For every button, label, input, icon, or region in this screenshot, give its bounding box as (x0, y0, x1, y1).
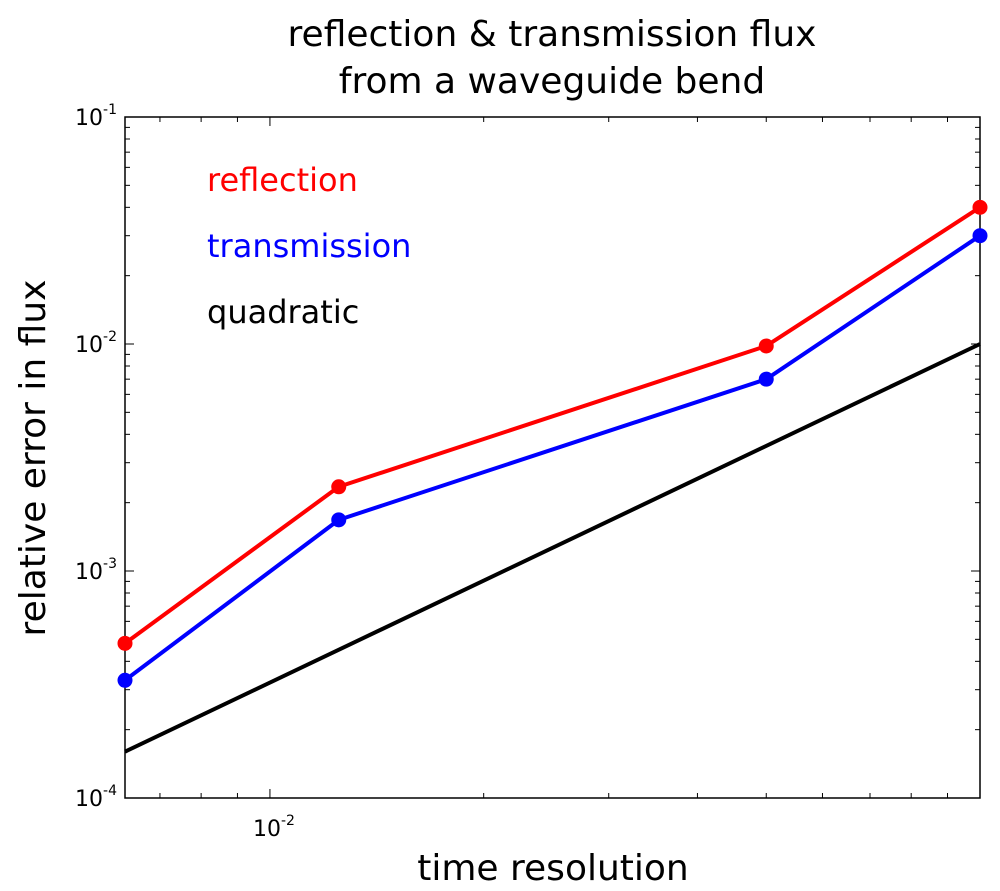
data-point-reflection (758, 338, 774, 354)
series-line-transmission (123, 234, 982, 682)
legend-entry-transmission: transmission (207, 227, 411, 265)
y-tick-label: 10-2 (75, 329, 117, 358)
x-axis-label: time resolution (417, 848, 689, 889)
data-point-reflection (117, 635, 133, 651)
axis-tick-labels: 10-4 10-3 10-2 10-1 10-2 (75, 102, 295, 842)
legend-entry-quadratic: quadratic (207, 293, 359, 331)
chart-title-line-1: reflection & transmission flux (288, 14, 817, 55)
y-tick-label: 10-3 (75, 556, 117, 585)
axis-ticks (125, 117, 980, 799)
data-point-transmission (331, 512, 347, 528)
chart-title-line-2: from a waveguide bend (339, 61, 765, 102)
series-line-quadratic (124, 342, 981, 754)
series-line-reflection (123, 205, 982, 645)
data-point-transmission (972, 228, 988, 244)
y-tick-label: 10-4 (75, 783, 117, 812)
y-axis-label: relative error in flux (13, 280, 54, 637)
plot-frame (124, 116, 981, 799)
data-point-transmission (117, 672, 133, 688)
legend-entry-reflection: reflection (207, 161, 358, 199)
data-point-transmission (758, 371, 774, 387)
y-tick-label: 10-1 (75, 102, 117, 131)
legend: reflection transmission quadratic (207, 161, 411, 331)
x-tick-label: 10-2 (253, 813, 295, 842)
series-layer (117, 199, 988, 754)
data-point-reflection (972, 199, 988, 215)
data-point-reflection (331, 479, 347, 495)
